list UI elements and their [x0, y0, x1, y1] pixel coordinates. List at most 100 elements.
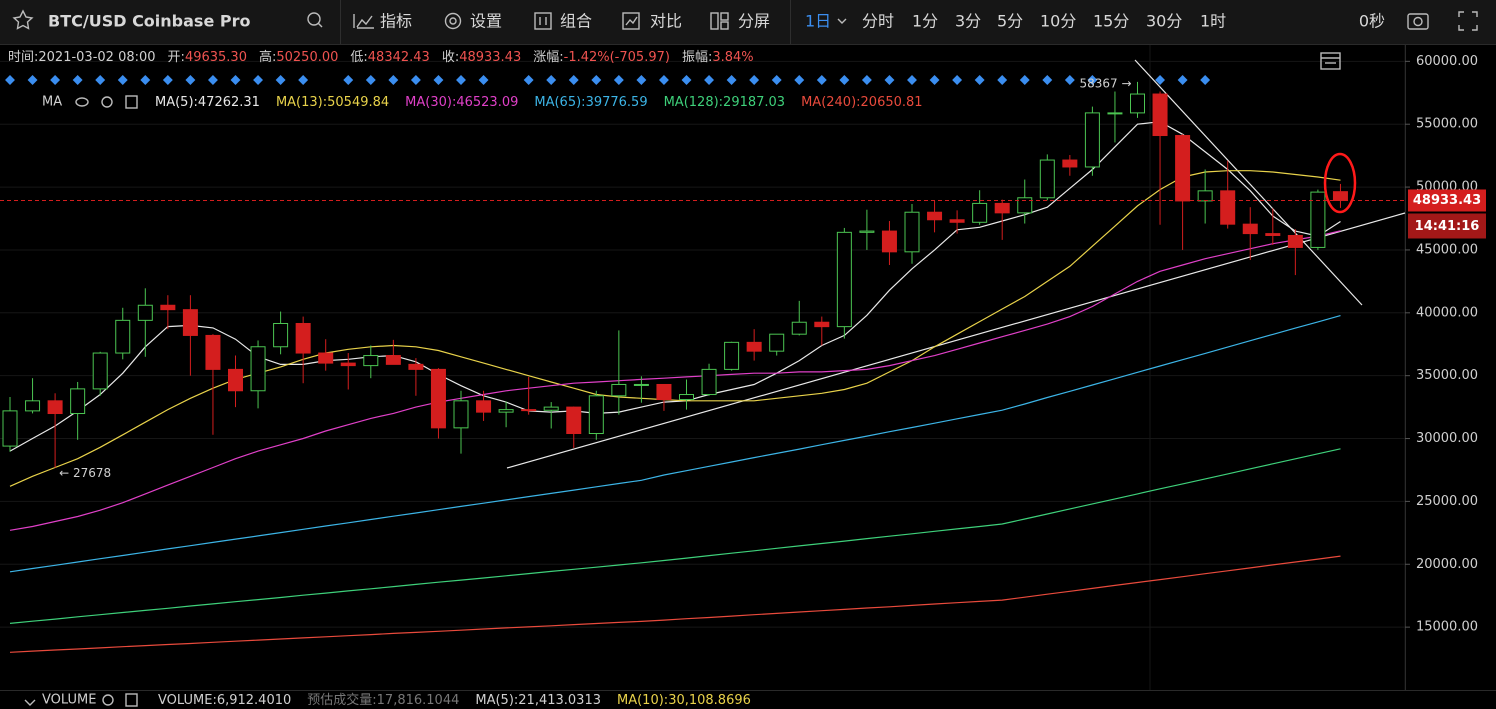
- candle-body: [408, 363, 424, 370]
- event-marker[interactable]: [613, 75, 624, 85]
- interval-dropdown[interactable]: [837, 18, 847, 24]
- highlight-circle[interactable]: [1323, 152, 1357, 214]
- event-marker[interactable]: [974, 75, 985, 85]
- candle-body: [1310, 191, 1326, 248]
- event-marker[interactable]: [681, 75, 692, 85]
- candle-body: [633, 383, 649, 386]
- trend-line[interactable]: [506, 212, 1406, 469]
- event-marker[interactable]: [884, 75, 895, 85]
- candle-body: [1017, 197, 1033, 214]
- info-label: 高:: [259, 49, 276, 65]
- info-label: 振幅:: [682, 50, 712, 65]
- compare-icon[interactable]: [622, 12, 640, 30]
- ma-line: [9, 121, 1341, 452]
- toolbar-button[interactable]: 分屏: [738, 12, 770, 31]
- event-marker[interactable]: [771, 75, 782, 85]
- symbol-title[interactable]: BTC/USD Coinbase Pro: [48, 12, 250, 31]
- event-marker[interactable]: [117, 75, 128, 85]
- event-marker[interactable]: [1177, 75, 1188, 85]
- candle-body: [1265, 233, 1281, 236]
- interval-button[interactable]: 30分: [1146, 12, 1182, 31]
- event-marker[interactable]: [568, 75, 579, 85]
- event-marker[interactable]: [230, 75, 241, 85]
- event-marker[interactable]: [185, 75, 196, 85]
- event-marker[interactable]: [997, 75, 1008, 85]
- interval-button[interactable]: 5分: [997, 12, 1023, 31]
- ma-controls[interactable]: [75, 95, 138, 109]
- event-marker[interactable]: [952, 75, 963, 85]
- volume-controls[interactable]: [102, 693, 138, 707]
- interval-button[interactable]: 分时: [862, 12, 894, 31]
- interval-button[interactable]: 1分: [912, 12, 938, 31]
- event-marker[interactable]: [659, 75, 669, 85]
- fullscreen-icon[interactable]: [1458, 11, 1478, 31]
- toolbar-button[interactable]: 组合: [560, 12, 592, 31]
- layout-icon[interactable]: [534, 12, 552, 30]
- candle-body: [679, 394, 694, 401]
- candle-body: [1062, 159, 1078, 168]
- indicator-icon[interactable]: [353, 14, 374, 29]
- candle-body: [1130, 93, 1145, 114]
- event-marker[interactable]: [1019, 75, 1030, 85]
- trend-line[interactable]: [1134, 59, 1363, 306]
- event-marker[interactable]: [50, 75, 61, 85]
- event-marker[interactable]: [749, 75, 760, 85]
- event-marker[interactable]: [816, 75, 827, 85]
- event-marker[interactable]: [907, 75, 917, 85]
- candle-body: [1332, 191, 1348, 201]
- ma-line: [9, 448, 1341, 624]
- event-marker[interactable]: [1155, 75, 1165, 85]
- event-marker[interactable]: [95, 75, 106, 85]
- event-marker[interactable]: [208, 75, 218, 85]
- event-marker[interactable]: [839, 75, 850, 85]
- event-marker[interactable]: [636, 75, 647, 85]
- interval-button[interactable]: 1日: [805, 12, 831, 31]
- event-marker[interactable]: [253, 75, 263, 85]
- event-marker[interactable]: [523, 75, 534, 85]
- y-tick-label: 40000.00: [1416, 305, 1478, 320]
- toolbar-button[interactable]: 对比: [650, 12, 682, 31]
- ma-label: MA(13):: [276, 95, 327, 110]
- candle-body: [273, 322, 289, 348]
- interval-button[interactable]: 1时: [1200, 12, 1226, 31]
- candle-body: [318, 352, 334, 364]
- event-marker[interactable]: [140, 75, 151, 85]
- calendar-icon[interactable]: [1320, 52, 1341, 70]
- split-icon[interactable]: [710, 12, 729, 30]
- ma-label: MA(128):: [664, 95, 723, 110]
- candle-body: [182, 309, 198, 336]
- candle-body: [769, 333, 785, 352]
- event-marker[interactable]: [1200, 75, 1211, 85]
- settings-icon[interactable]: [444, 12, 462, 30]
- event-marker[interactable]: [591, 75, 602, 85]
- info-label: 低:: [350, 50, 367, 65]
- volume-collapse[interactable]: [24, 699, 36, 706]
- event-marker[interactable]: [794, 75, 805, 85]
- event-marker[interactable]: [1064, 75, 1075, 85]
- toolbar-button[interactable]: 指标: [380, 12, 412, 31]
- volume-value: 6,912.4010: [217, 693, 291, 708]
- ma-line: [9, 315, 1341, 573]
- screenshot-icon[interactable]: [1407, 13, 1429, 30]
- event-marker[interactable]: [1087, 75, 1098, 85]
- candle-body: [115, 319, 131, 354]
- interval-button[interactable]: 15分: [1093, 12, 1129, 31]
- volume-value: 30,108.8696: [668, 693, 751, 708]
- event-marker[interactable]: [929, 75, 940, 85]
- event-marker[interactable]: [72, 75, 83, 85]
- candle-body: [994, 202, 1010, 214]
- info-value: 50250.00: [276, 50, 338, 65]
- toolbar-button[interactable]: 设置: [470, 12, 502, 31]
- y-tick-label: 25000.00: [1416, 494, 1478, 509]
- event-marker[interactable]: [1042, 75, 1053, 85]
- event-marker[interactable]: [546, 75, 557, 85]
- search-icon[interactable]: [307, 12, 323, 28]
- event-marker[interactable]: [726, 75, 737, 85]
- event-marker[interactable]: [704, 75, 714, 85]
- favorite-icon[interactable]: [12, 9, 34, 30]
- candle-body: [814, 321, 830, 328]
- interval-button[interactable]: 10分: [1040, 12, 1076, 31]
- event-marker[interactable]: [162, 75, 173, 85]
- event-marker[interactable]: [861, 75, 872, 85]
- interval-button[interactable]: 3分: [955, 12, 981, 31]
